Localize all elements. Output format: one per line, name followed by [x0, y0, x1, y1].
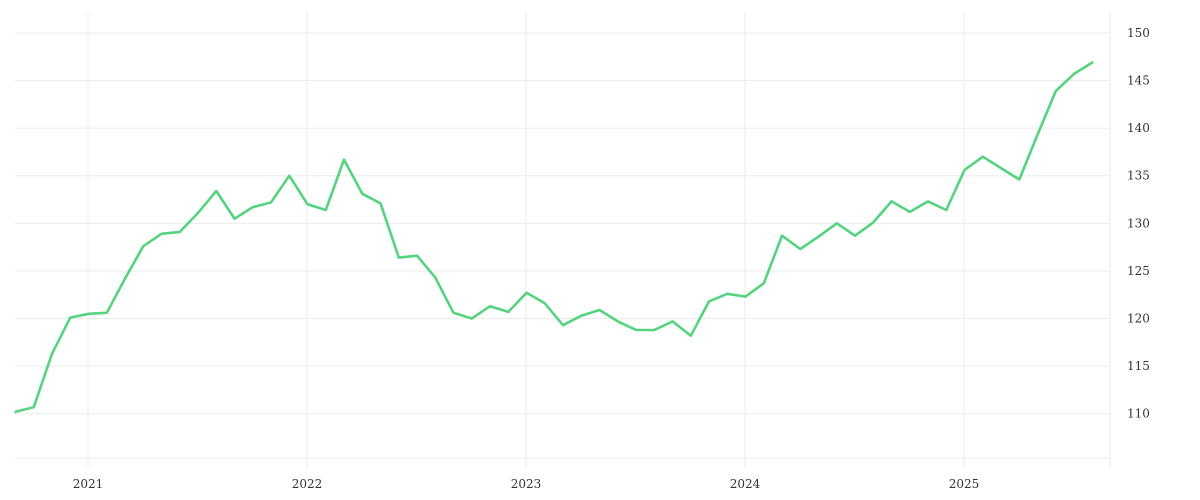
y-tick-label-145: 145 — [1127, 74, 1150, 88]
y-tick-label-140: 140 — [1127, 121, 1150, 135]
x-tick-label-2021: 2021 — [73, 477, 104, 491]
y-tick-label-120: 120 — [1127, 312, 1150, 326]
y-tick-label-115: 115 — [1127, 359, 1150, 373]
x-tick-label-2023: 2023 — [511, 477, 542, 491]
series-layer — [14, 61, 1094, 414]
series-line-0 — [14, 61, 1094, 414]
x-axis-tick-labels: 2021 2022 2023 2024 2025 — [73, 477, 980, 491]
horizontal-gridlines — [15, 32, 1110, 459]
y-tick-label-130: 130 — [1127, 216, 1150, 230]
y-tick-label-125: 125 — [1127, 264, 1150, 278]
y-tick-label-135: 135 — [1127, 169, 1150, 183]
y-axis-tick-labels: 110 115 120 125 130 135 140 145 150 — [1127, 26, 1150, 421]
x-tick-label-2022: 2022 — [292, 477, 323, 491]
y-tick-label-110: 110 — [1127, 407, 1150, 421]
x-tick-label-2024: 2024 — [730, 477, 761, 491]
x-tick-label-2025: 2025 — [949, 477, 980, 491]
y-tick-label-150: 150 — [1127, 26, 1150, 40]
vertical-gridlines — [87, 12, 1111, 468]
